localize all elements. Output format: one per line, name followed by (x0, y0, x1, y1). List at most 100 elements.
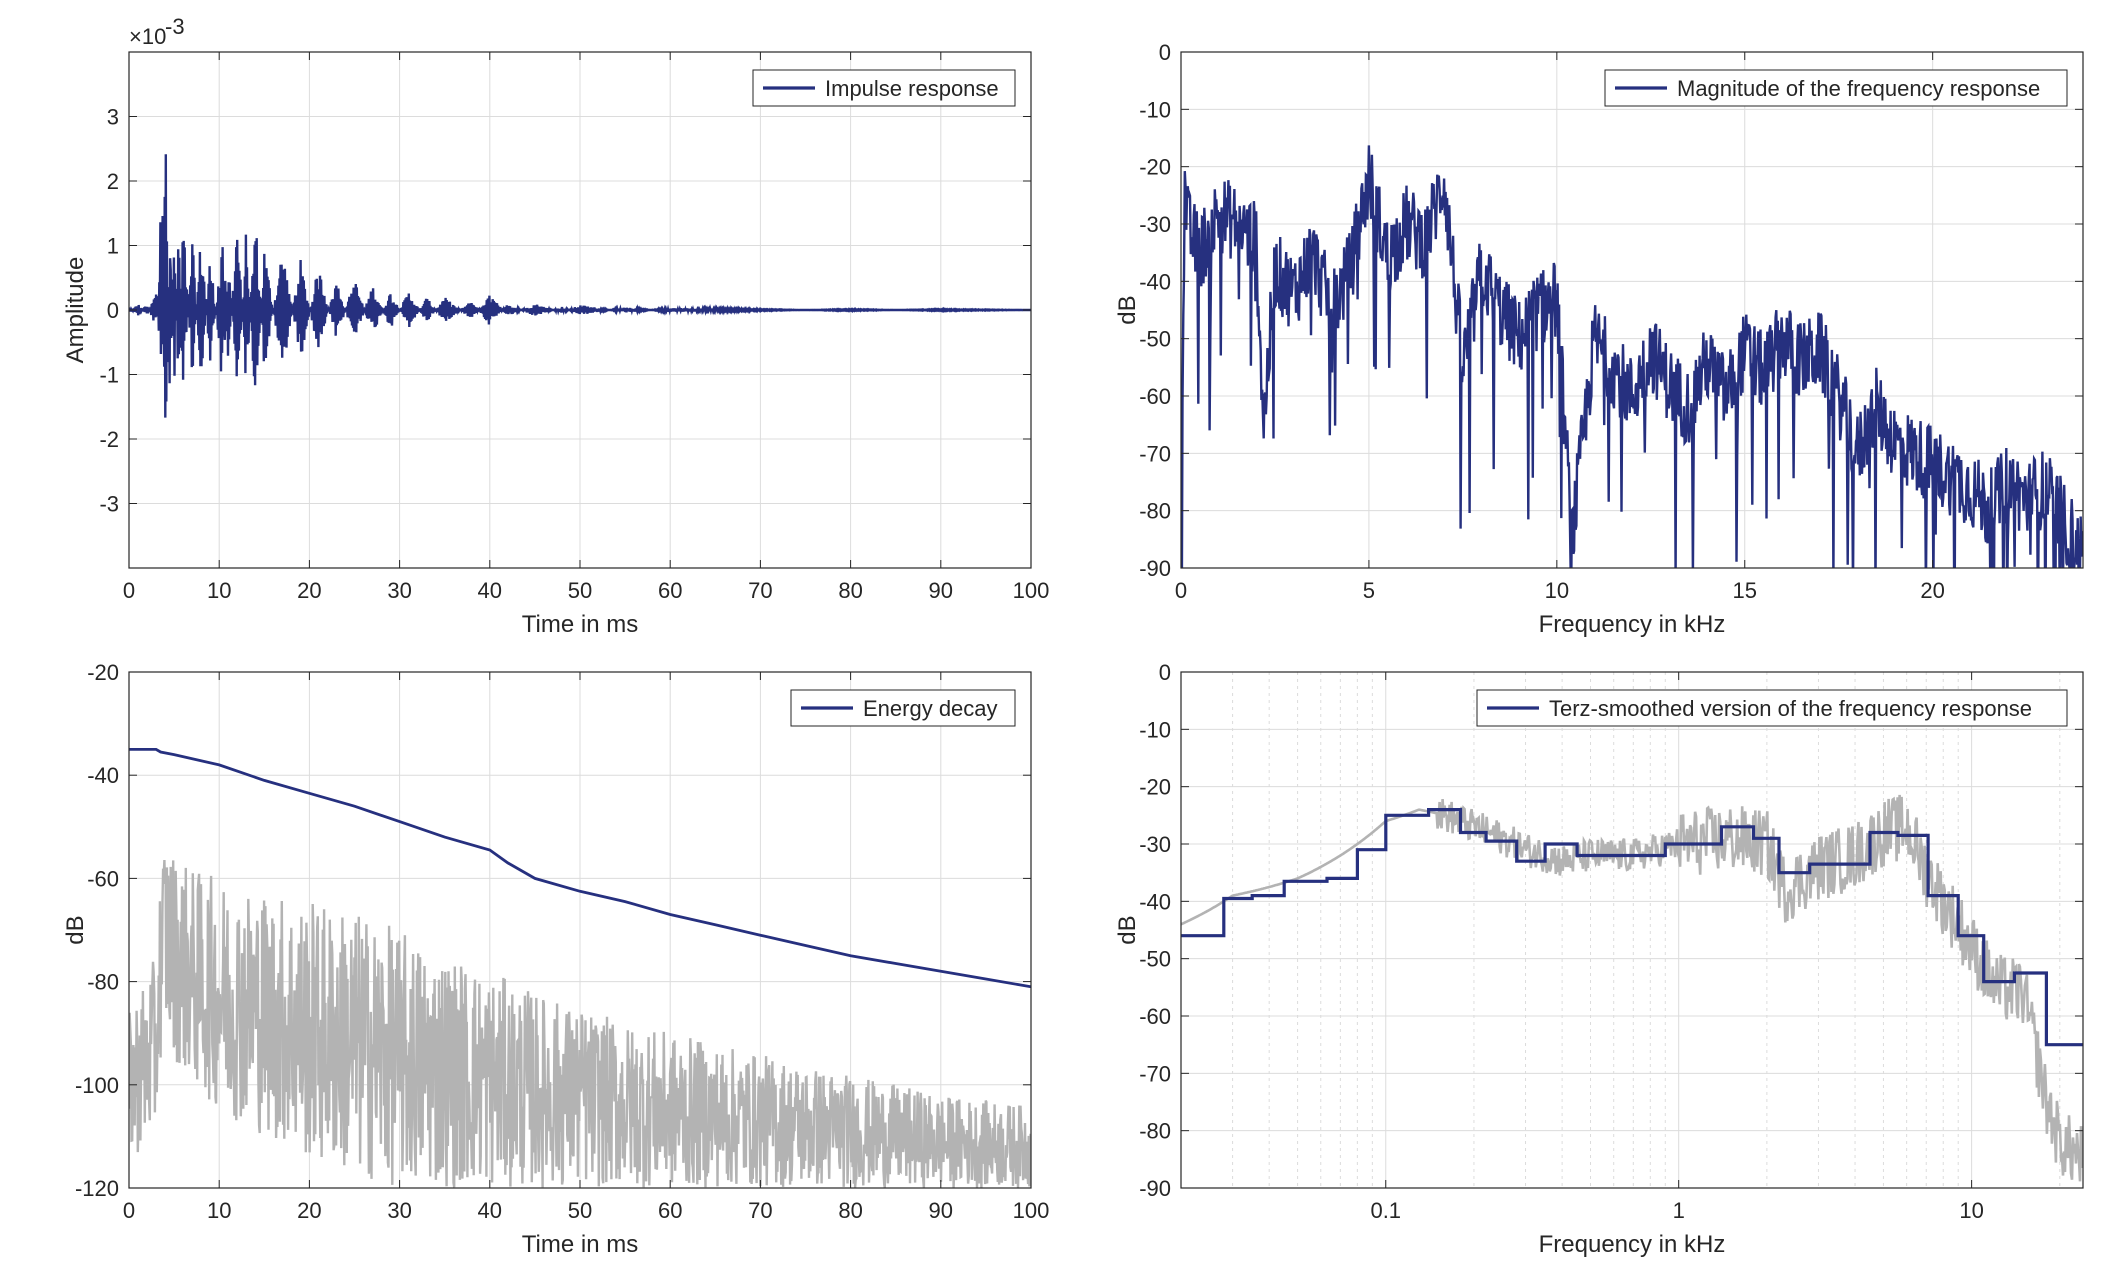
legend-box (1604, 69, 2068, 107)
y-tick-label: -2 (99, 427, 119, 452)
y-tick-label: 2 (107, 169, 119, 194)
x-tick-label: 10 (1959, 1198, 1983, 1223)
y-tick-label: -90 (1139, 556, 1171, 581)
x-tick-label: 30 (387, 578, 411, 603)
x-tick-label: 90 (929, 1198, 953, 1223)
y-tick-label: -20 (1139, 155, 1171, 180)
plot-series (1181, 794, 2083, 1182)
y-tick-label: -100 (75, 1073, 119, 1098)
y-tick-label: -80 (87, 970, 119, 995)
x-tick-label: 20 (1920, 578, 1944, 603)
x-tick-label: 20 (297, 578, 321, 603)
x-tick-label: 10 (207, 1198, 231, 1223)
y-tick-label: -20 (1139, 775, 1171, 800)
legend-box (1476, 689, 2068, 727)
grid (1180, 671, 2083, 1189)
x-tick-label: 50 (568, 578, 592, 603)
y-exponent-power: -3 (165, 14, 185, 39)
legend: Terz-smoothed version of the frequency r… (1476, 689, 2068, 727)
chart-energy_decay: 0 10 20 30 40 50 60 70 80 90 100 -20 -40 -60 -80 -100 -1… (62, 660, 1049, 1258)
x-tick-label: 30 (387, 1198, 411, 1223)
y-tick-label: -30 (1139, 832, 1171, 857)
x-tick-label: 60 (658, 1198, 682, 1223)
tick-group: 0 5 10 15 20 0 -10 -20 -30 -40 -50 -60 -70 -80 -90 (1139, 40, 2083, 603)
y-axis-label: dB (62, 915, 89, 944)
x-axis-label: Frequency in kHz (1539, 1231, 1726, 1258)
x-tick-label: 0 (1175, 578, 1187, 603)
y-tick-label: -40 (87, 763, 119, 788)
y-tick-label: 3 (107, 105, 119, 130)
y-tick-label: -30 (1139, 212, 1171, 237)
tick-group: 0 10 20 30 40 50 60 70 80 90 100 -20 -40 -60 -80 -100 -1… (75, 660, 1049, 1223)
y-tick-label: -80 (1139, 499, 1171, 524)
y-tick-label: -80 (1139, 1119, 1171, 1144)
x-tick-label: 90 (929, 578, 953, 603)
tick-group: 0.1 1 10 0 -10 -20 -30 -40 -50 -60 -70 -80 -90 (1139, 660, 2083, 1223)
y-tick-label: 1 (107, 234, 119, 259)
x-tick-label: 0 (123, 578, 135, 603)
series-terz-smoothed (1181, 808, 2083, 1047)
x-tick-label: 40 (478, 578, 502, 603)
x-tick-label: 100 (1013, 578, 1050, 603)
x-axis-label: Time in ms (522, 611, 638, 638)
legend-label: Terz-smoothed version of the frequency r… (1549, 696, 2032, 721)
legend-label: Magnitude of the frequency response (1677, 76, 2040, 101)
y-tick-label: -20 (87, 660, 119, 685)
y-tick-label: -10 (1139, 717, 1171, 742)
legend: Magnitude of the frequency response (1604, 69, 2068, 107)
y-tick-label: 0 (107, 298, 119, 323)
x-tick-label: 0.1 (1370, 1198, 1401, 1223)
y-tick-label: -40 (1139, 889, 1171, 914)
x-axis-label: Time in ms (522, 1231, 638, 1258)
x-tick-label: 60 (658, 578, 682, 603)
legend: Energy decay (790, 689, 1016, 727)
y-tick-label: -10 (1139, 97, 1171, 122)
chart-terz: 0.1 1 10 0 -10 -20 -30 -40 -50 -60 -70 -80 -90 Freque… (1114, 660, 2084, 1258)
x-tick-label: 0 (123, 1198, 135, 1223)
tick-group: 0 10 20 30 40 50 60 70 80 90 100 -3 -2 -1 0 1 2 3 (99, 52, 1049, 603)
x-tick-label: 80 (838, 1198, 862, 1223)
plot-series (1181, 145, 2083, 568)
series-impulse-response (129, 154, 1031, 418)
y-tick-label: -60 (1139, 1004, 1171, 1029)
y-axis-label: Amplitude (62, 257, 89, 364)
x-tick-label: 15 (1733, 578, 1757, 603)
y-tick-label: -50 (1139, 327, 1171, 352)
y-tick-label: 0 (1159, 40, 1171, 65)
legend: Impulse response (752, 69, 1016, 107)
y-tick-label: -40 (1139, 269, 1171, 294)
y-tick-label: -70 (1139, 441, 1171, 466)
y-tick-label: -3 (99, 492, 119, 517)
x-tick-label: 20 (297, 1198, 321, 1223)
x-tick-label: 1 (1673, 1198, 1685, 1223)
y-axis-label: dB (1114, 295, 1141, 324)
series-energy-instant (129, 859, 1031, 1188)
y-tick-label: -1 (99, 363, 119, 388)
y-exponent-base: ×10 (129, 24, 166, 49)
plot-area (1181, 672, 2083, 1188)
axes-box (1180, 671, 2084, 1189)
y-tick-label: -70 (1139, 1061, 1171, 1086)
x-tick-label: 100 (1013, 1198, 1050, 1223)
axes-box (1180, 51, 2084, 569)
y-tick-label: 0 (1159, 660, 1171, 685)
x-tick-label: 10 (207, 578, 231, 603)
x-tick-label: 80 (838, 578, 862, 603)
plot-area (1181, 52, 2083, 568)
series-terz-raw (1181, 794, 2083, 1182)
series-magnitude (1181, 145, 2083, 568)
x-tick-label: 40 (478, 1198, 502, 1223)
chart-magnitude: 0 5 10 15 20 0 -10 -20 -30 -40 -50 -60 -70 -80 -90 Freq… (1114, 40, 2084, 638)
y-tick-label: -90 (1139, 1176, 1171, 1201)
plot-series (129, 154, 1031, 418)
y-tick-label: -60 (87, 866, 119, 891)
x-tick-label: 10 (1545, 578, 1569, 603)
y-tick-label: -120 (75, 1176, 119, 1201)
x-axis-label: Frequency in kHz (1539, 611, 1726, 638)
y-axis-label: dB (1114, 915, 1141, 944)
series-energy-decay (129, 748, 1031, 989)
legend-label: Impulse response (825, 76, 999, 101)
x-tick-label: 70 (748, 578, 772, 603)
x-tick-label: 70 (748, 1198, 772, 1223)
